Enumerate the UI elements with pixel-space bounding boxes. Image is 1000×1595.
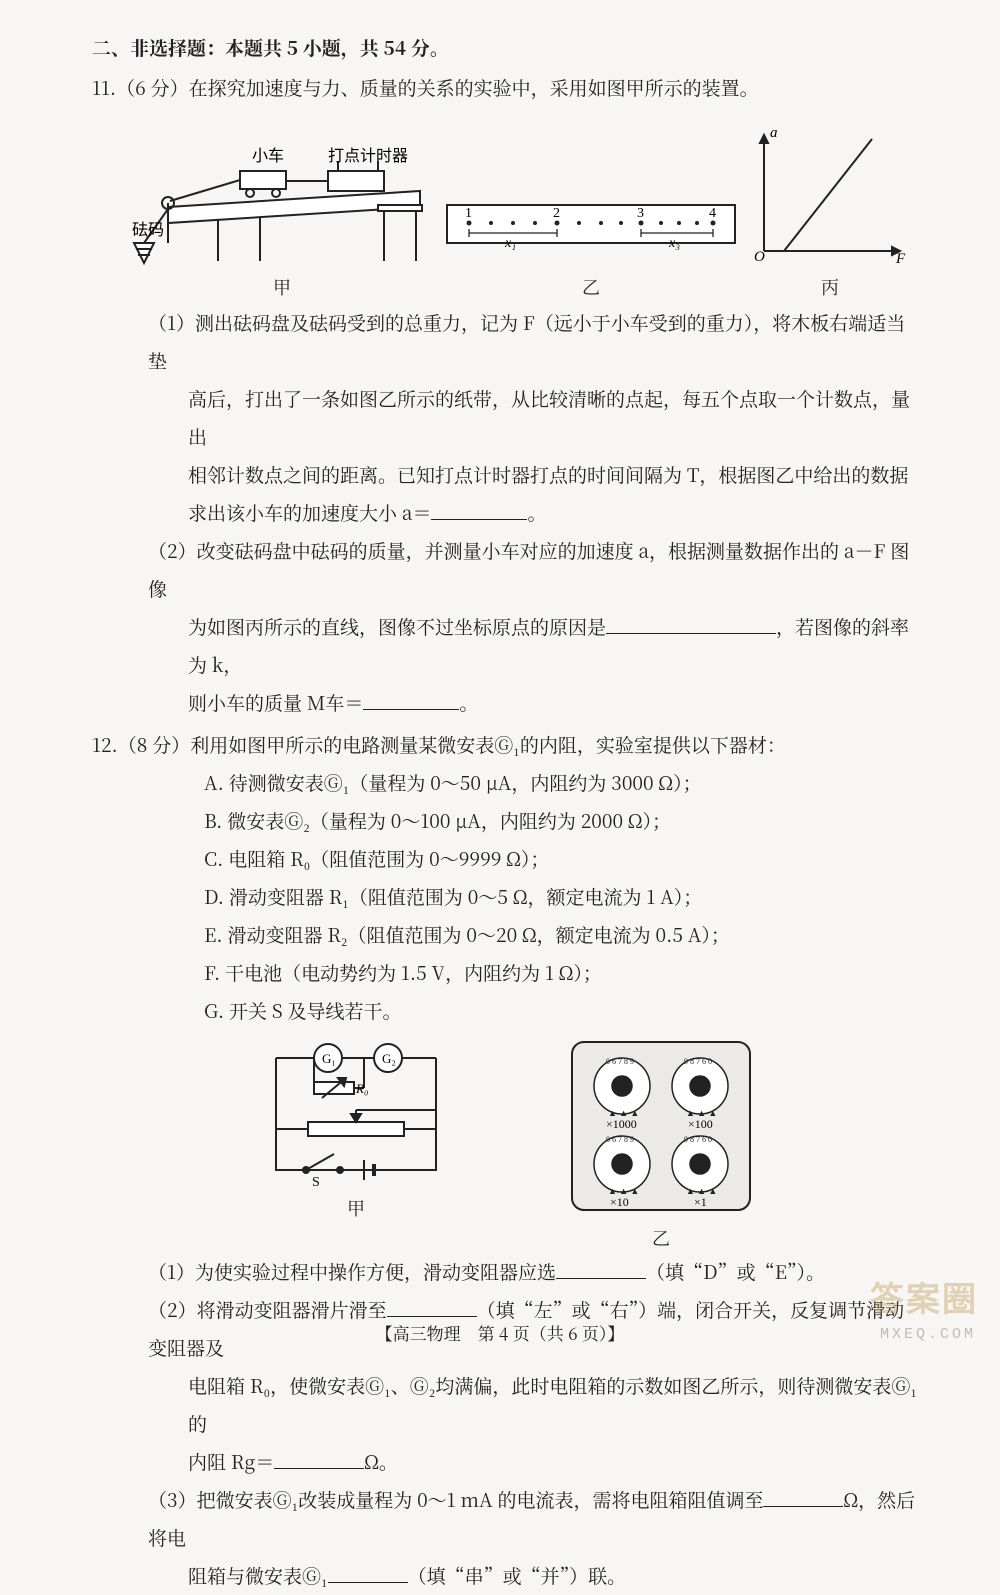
blank-m: [363, 690, 459, 710]
svg-text:×10: ×10: [610, 1195, 629, 1209]
svg-text:9 8 7 6 0: 9 8 7 6 0: [684, 1057, 712, 1066]
blank-sp: [328, 1563, 408, 1583]
q12-fig-right-caption: 乙: [566, 1225, 756, 1251]
svg-text:a: a: [770, 125, 778, 141]
svg-text:R₀: R₀: [355, 1081, 368, 1096]
tape-icon: 1 2 3 4 x₁ x₃: [441, 187, 741, 265]
q12-fig-left-caption: 甲: [256, 1195, 456, 1221]
section-title: 二、非选择题：本题共 5 小题，共 54 分。: [92, 34, 920, 61]
q12-p3b: 阻箱与微安表Ⓖ₁（填“串”或“并”）联。: [92, 1557, 920, 1595]
q11-fig-left-caption: 甲: [132, 274, 432, 300]
q12-p1: （1）为使实验过程中操作方便，滑动变阻器应选（填“D”或“E”）。: [92, 1253, 920, 1291]
q11-p2c: 则小车的质量 M车＝。: [92, 684, 920, 722]
svg-text:O: O: [754, 249, 765, 265]
svg-text:×1000: ×1000: [606, 1117, 637, 1131]
q12-p3a: （3）把微安表Ⓖ₁改装成量程为 0～1 mA 的电流表，需将电阻箱阻值调至Ω，然…: [92, 1481, 920, 1557]
q12-optC: C. 电阻箱 R₀（阻值范围为 0～9999 Ω）；: [92, 840, 920, 878]
timer-label: 打点计时器: [328, 147, 408, 165]
svg-text:0 6 7 8 9: 0 6 7 8 9: [606, 1135, 634, 1144]
svg-text:x₁: x₁: [504, 236, 516, 251]
q11-fig-left: 小车 打点计时器 砝码 甲: [132, 115, 432, 300]
q12-optD: D. 滑动变阻器 R₁（阻值范围为 0～5 Ω，额定电流为 1 A）；: [92, 878, 920, 916]
svg-text:x₃: x₃: [668, 236, 680, 251]
q11-stem: 11.（6 分）在探究加速度与力、质量的关系的实验中，采用如图甲所示的装置。: [92, 69, 920, 107]
svg-text:F: F: [895, 251, 906, 265]
q12-stem: 12.（8 分）利用如图甲所示的电路测量某微安表Ⓖ₁的内阻，实验室提供以下器材：: [92, 726, 920, 764]
svg-text:S: S: [312, 1175, 320, 1186]
q11-p2a: （2）改变砝码盘中砝码的质量，并测量小车对应的加速度 a，根据测量数据作出的 a…: [92, 532, 920, 608]
blank-rg: [274, 1449, 364, 1469]
q11-fig-right-caption: 丙: [750, 274, 910, 300]
q11-p1b: 高后，打出了一条如图乙所示的纸带，从比较清晰的点起，每五个点取一个计数点，量出: [92, 380, 920, 456]
resistance-box-icon: 0 6 7 8 99 8 7 6 0 0 6 7 8 99 8 7 6 0 ▲ …: [566, 1036, 756, 1216]
q12-optA: A. 待测微安表Ⓖ₁（量程为 0～50 μA，内阻约为 3000 Ω）；: [92, 764, 920, 802]
svg-text:3: 3: [637, 206, 644, 221]
weight-label: 砝码: [132, 221, 164, 239]
q12-optF: F. 干电池（电动势约为 1.5 V，内阻约为 1 Ω）；: [92, 954, 920, 992]
q11-fig-right: O a F 丙: [750, 125, 910, 300]
watermark: 答案圈: [870, 1272, 978, 1321]
q12-p2b: 电阻箱 R₀，使微安表Ⓖ₁、Ⓖ₂均满偏，此时电阻箱的示数如图乙所示，则待测微安表…: [92, 1367, 920, 1443]
q11-p1d: 求出该小车的加速度大小 a＝。: [92, 494, 920, 532]
svg-text:×1: ×1: [694, 1195, 707, 1209]
q12-optG: G. 开关 S 及导线若干。: [92, 992, 920, 1030]
blank-lr: [387, 1297, 477, 1317]
q11-p2b: 为如图丙所示的直线，图像不过坐标原点的原因是，若图像的斜率为 k，: [92, 608, 920, 684]
q11-p1a: （1）测出砝码盘及砝码受到的总重力，记为 F（远小于小车受到的重力），将木板右端…: [92, 304, 920, 380]
q11-p1c: 相邻计数点之间的距离。已知打点计时器打点的时间间隔为 T，根据图乙中给出的数据: [92, 456, 920, 494]
car-label: 小车: [252, 147, 284, 165]
svg-text:G₂: G₂: [382, 1051, 396, 1066]
q12-optB: B. 微安表Ⓖ₂（量程为 0～100 μA，内阻约为 2000 Ω）；: [92, 802, 920, 840]
blank-de: [556, 1259, 646, 1279]
circuit-icon: G₁ G₂ R₀ S: [256, 1036, 456, 1186]
q12-fig-right: 0 6 7 8 99 8 7 6 0 0 6 7 8 99 8 7 6 0 ▲ …: [566, 1036, 756, 1251]
q11-fig-mid: 1 2 3 4 x₁ x₃ 乙: [441, 187, 741, 300]
graph-icon: O a F: [750, 125, 910, 265]
svg-text:4: 4: [709, 206, 716, 221]
q12-p2c: 内阻 Rg＝Ω。: [92, 1443, 920, 1481]
blank-rval: [763, 1487, 843, 1507]
svg-text:2: 2: [553, 206, 560, 221]
svg-text:0 6 7 8 9: 0 6 7 8 9: [606, 1057, 634, 1066]
q12-optE: E. 滑动变阻器 R₂（阻值范围为 0～20 Ω，额定电流为 0.5 A）；: [92, 916, 920, 954]
svg-text:1: 1: [465, 206, 472, 221]
svg-text:G₁: G₁: [322, 1051, 336, 1066]
svg-text:×100: ×100: [688, 1117, 713, 1131]
q11-fig-mid-caption: 乙: [441, 274, 741, 300]
apparatus-icon: 小车 打点计时器 砝码: [132, 115, 432, 265]
q12-figures: G₁ G₂ R₀ S 甲 0 6 7 8 9 9 8 7 6 0 0 6 7 8 …: [92, 1030, 920, 1253]
blank-reason: [606, 614, 776, 634]
svg-text:9 8 7 6 0: 9 8 7 6 0: [684, 1135, 712, 1144]
blank-a: [431, 500, 527, 520]
q12-fig-left: G₁ G₂ R₀ S 甲: [256, 1036, 456, 1251]
page-footer: 【高三物理 第 4 页（共 6 页）】: [0, 1320, 1000, 1345]
q11-figures: 小车 打点计时器 砝码 甲 1 2 3 4: [92, 107, 920, 304]
